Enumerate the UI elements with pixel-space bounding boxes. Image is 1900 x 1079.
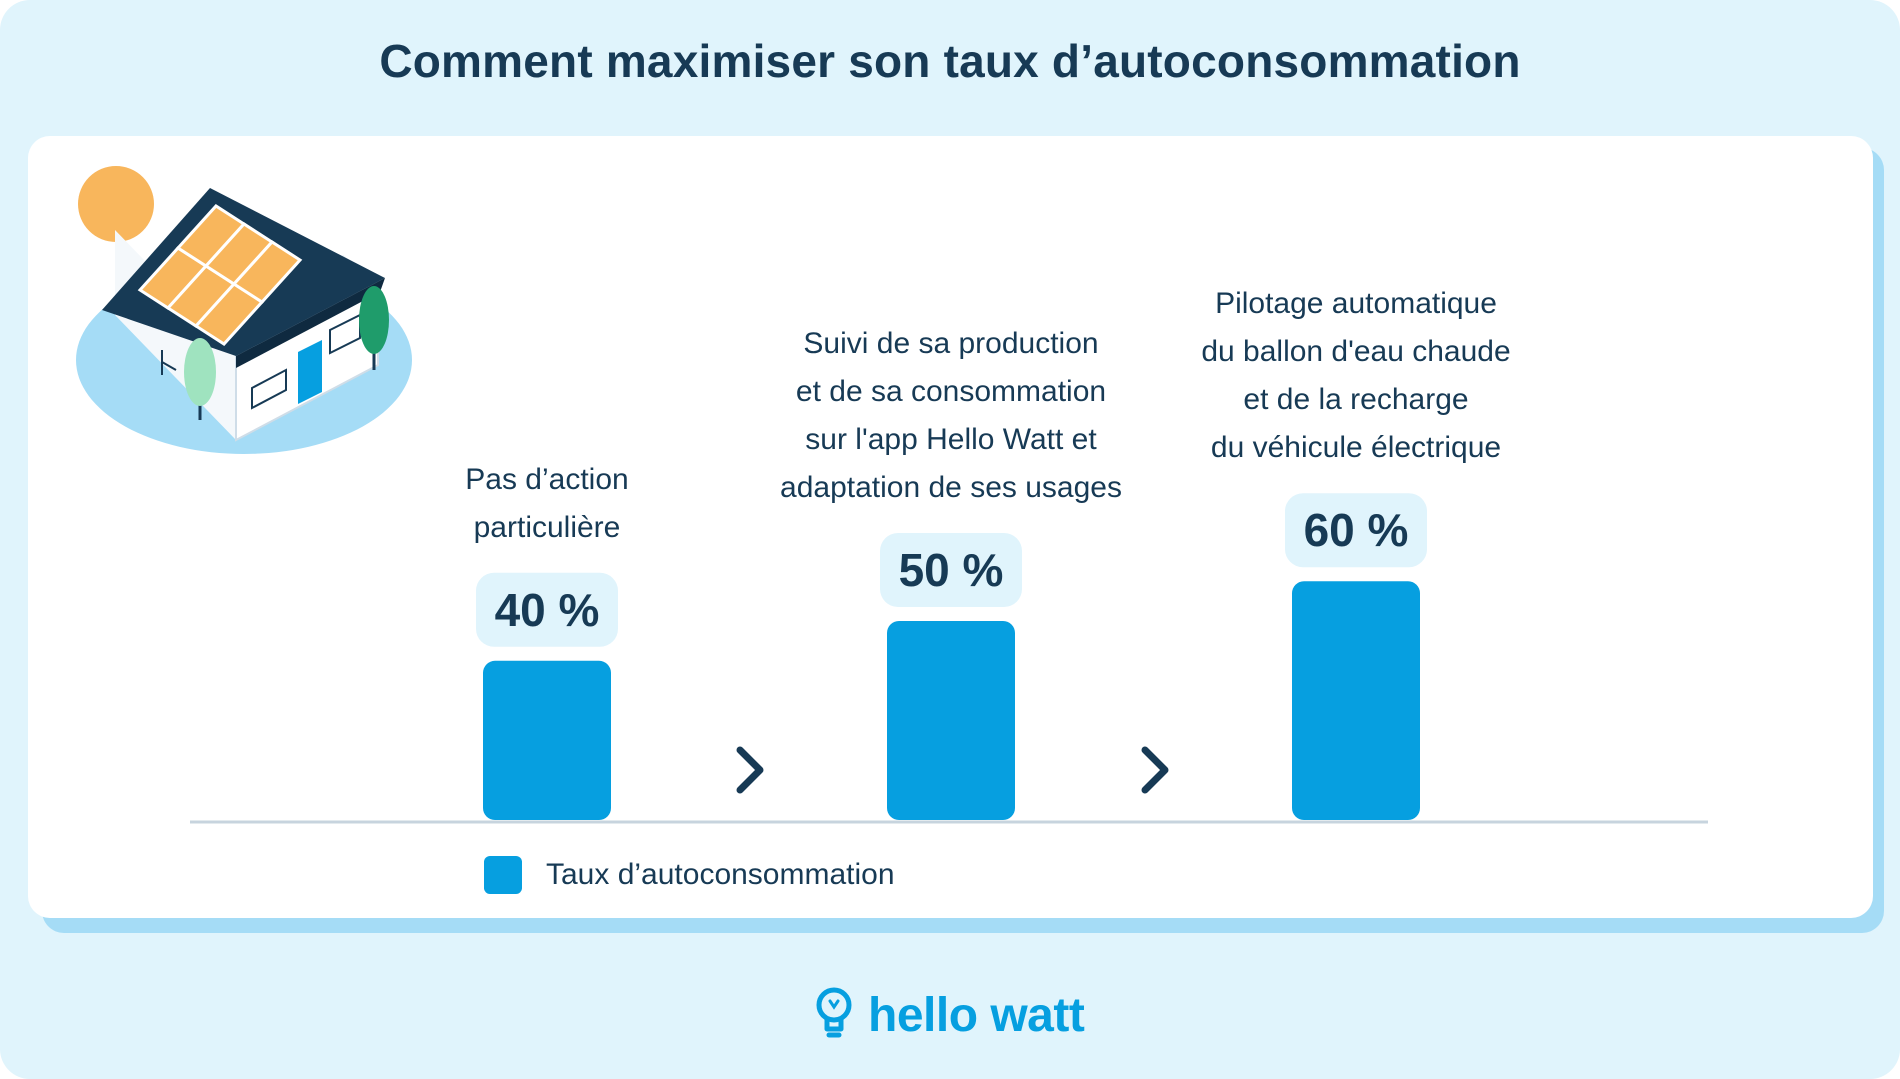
brand-logo: hello watt bbox=[812, 983, 1085, 1047]
bar bbox=[1292, 581, 1420, 820]
value-badge bbox=[1285, 493, 1427, 568]
bar bbox=[483, 660, 611, 820]
data-label: 50 % bbox=[899, 544, 1004, 596]
legend-swatch bbox=[484, 856, 522, 894]
chevron-right-icon bbox=[736, 746, 764, 794]
category-label: et de la recharge bbox=[1243, 383, 1468, 416]
category-label: sur l'app Hello Watt et bbox=[805, 423, 1097, 456]
lightbulb-icon bbox=[816, 987, 852, 1038]
legend: Taux d’autoconsommation bbox=[484, 855, 895, 895]
page-title: Comment maximiser son taux d’autoconsomm… bbox=[379, 35, 1521, 87]
bar bbox=[887, 621, 1015, 820]
category-label: du ballon d'eau chaude bbox=[1201, 335, 1510, 368]
category-label: Pilotage automatique bbox=[1215, 287, 1497, 320]
chevron-right-icon bbox=[1141, 746, 1169, 794]
data-label: 40 % bbox=[495, 584, 600, 636]
value-badge bbox=[880, 533, 1022, 607]
legend-label: Taux d’autoconsommation bbox=[546, 858, 895, 891]
category-label: Suivi de sa production bbox=[803, 327, 1098, 360]
category-label: Pas d’action bbox=[465, 463, 628, 496]
chart-marks: 40 % Pas d’action particulière 50 % Suivi de… bbox=[465, 287, 1511, 820]
category-label: particulière bbox=[474, 511, 621, 544]
category-label: adaptation de ses usages bbox=[780, 471, 1122, 504]
value-badge bbox=[476, 572, 618, 647]
category-label: et de sa consommation bbox=[796, 375, 1106, 408]
sun-icon bbox=[78, 166, 154, 242]
house-with-solar-panels-icon bbox=[76, 166, 412, 454]
brand-name: hello watt bbox=[868, 988, 1085, 1042]
category-label: du véhicule électrique bbox=[1211, 431, 1501, 464]
data-label: 60 % bbox=[1304, 504, 1409, 556]
